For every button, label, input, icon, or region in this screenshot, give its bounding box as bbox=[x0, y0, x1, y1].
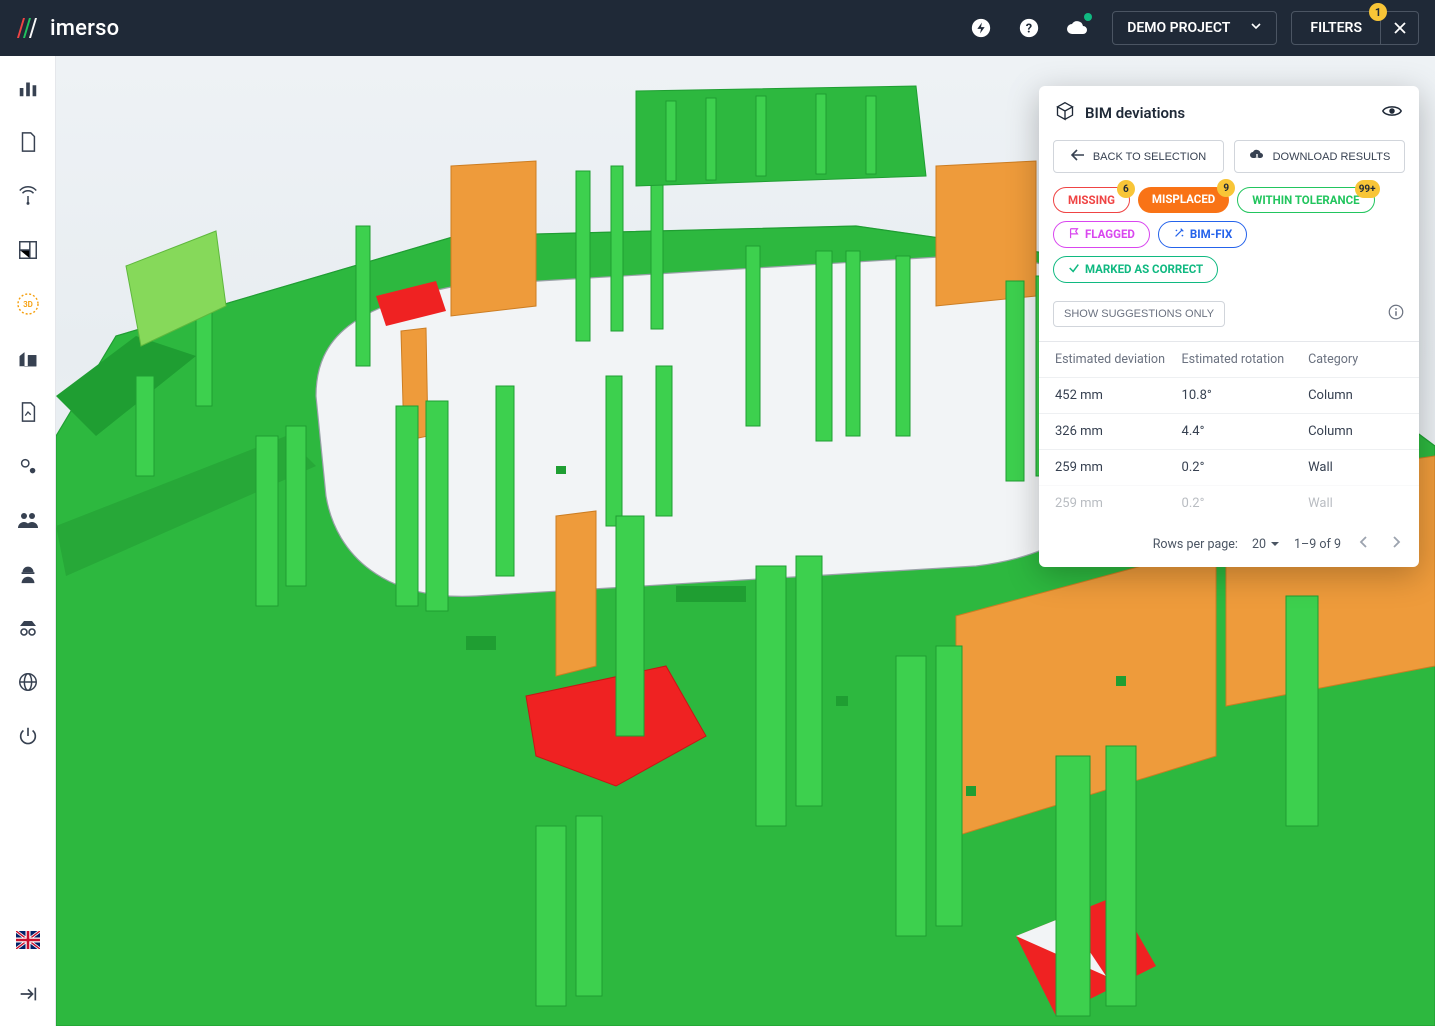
topbar: imerso ? DEMO PROJECT FILTERS 1 bbox=[0, 0, 1435, 56]
sidebar-item-dashboard[interactable] bbox=[12, 72, 44, 104]
sidebar-item-power[interactable] bbox=[12, 720, 44, 752]
table-row[interactable]: 452 mm10.8°Column bbox=[1039, 377, 1419, 413]
filters-group: FILTERS 1 bbox=[1291, 11, 1419, 45]
download-button[interactable]: DOWNLOAD RESULTS bbox=[1234, 140, 1405, 173]
chip-within-tolerance[interactable]: WITHIN TOLERANCE99+ bbox=[1237, 187, 1374, 213]
sidebar-item-3d[interactable]: 3D bbox=[12, 288, 44, 320]
help-icon[interactable]: ? bbox=[1016, 15, 1042, 41]
chip-missing[interactable]: MISSING6 bbox=[1053, 187, 1130, 213]
rows-per-page-label: Rows per page: bbox=[1153, 537, 1238, 552]
chip-row: MISSING6 MISPLACED9 WITHIN TOLERANCE99+ FLA… bbox=[1039, 187, 1419, 293]
bolt-icon[interactable] bbox=[968, 15, 994, 41]
sidebar: 3D bbox=[0, 56, 56, 1026]
sidebar-item-document[interactable] bbox=[12, 126, 44, 158]
chip-bim-fix[interactable]: BIM-FIX bbox=[1158, 221, 1247, 248]
logo: imerso bbox=[16, 15, 119, 41]
flag-icon bbox=[1068, 228, 1080, 242]
deviations-panel: BIM deviations BACK TO SELECTION DOWNLOA… bbox=[1039, 86, 1419, 567]
logo-mark-icon bbox=[16, 15, 42, 41]
check-icon bbox=[1068, 263, 1080, 277]
sidebar-item-report[interactable] bbox=[12, 396, 44, 428]
sidebar-item-collapse[interactable] bbox=[12, 978, 44, 1010]
filters-button[interactable]: FILTERS bbox=[1291, 11, 1381, 45]
sidebar-item-worker[interactable] bbox=[12, 558, 44, 590]
table-header: Estimated deviation Estimated rotation C… bbox=[1039, 342, 1419, 377]
chip-count: 99+ bbox=[1355, 180, 1380, 198]
brand-name: imerso bbox=[50, 16, 119, 41]
sidebar-item-users[interactable] bbox=[12, 504, 44, 536]
chip-flagged[interactable]: FLAGGED bbox=[1053, 221, 1150, 248]
sidebar-item-building[interactable] bbox=[12, 342, 44, 374]
back-button[interactable]: BACK TO SELECTION bbox=[1053, 140, 1224, 173]
svg-text:3D: 3D bbox=[23, 300, 33, 309]
eye-icon[interactable] bbox=[1381, 100, 1403, 126]
chevron-down-icon bbox=[1250, 20, 1262, 36]
filters-close-button[interactable] bbox=[1381, 11, 1419, 45]
deviations-table: Estimated deviation Estimated rotation C… bbox=[1039, 341, 1419, 521]
pager-prev[interactable] bbox=[1355, 531, 1373, 557]
sidebar-item-floorplan[interactable] bbox=[12, 234, 44, 266]
table-row[interactable]: 326 mm4.4°Column bbox=[1039, 413, 1419, 449]
chip-count: 9 bbox=[1217, 179, 1235, 197]
project-select[interactable]: DEMO PROJECT bbox=[1112, 11, 1277, 45]
table-row[interactable]: 259 mm0.2°Wall bbox=[1039, 485, 1419, 521]
cloud-icon[interactable] bbox=[1064, 15, 1090, 41]
rows-per-page-select[interactable]: 20 bbox=[1252, 537, 1280, 552]
table-row[interactable]: 259 mm0.2°Wall bbox=[1039, 449, 1419, 485]
chip-marked-as-correct[interactable]: MARKED AS CORRECT bbox=[1053, 256, 1218, 283]
project-label: DEMO PROJECT bbox=[1127, 20, 1230, 36]
sidebar-item-settings[interactable] bbox=[12, 450, 44, 482]
filter-badge: 1 bbox=[1369, 3, 1387, 21]
info-icon[interactable] bbox=[1387, 303, 1405, 325]
sidebar-item-globe[interactable] bbox=[12, 666, 44, 698]
pager-range: 1–9 of 9 bbox=[1294, 537, 1341, 552]
sidebar-item-language[interactable] bbox=[12, 924, 44, 956]
chip-misplaced[interactable]: MISPLACED9 bbox=[1138, 187, 1229, 213]
pager: Rows per page: 20 1–9 of 9 bbox=[1039, 521, 1419, 567]
show-suggestions-button[interactable]: SHOW SUGGESTIONS ONLY bbox=[1053, 301, 1225, 327]
chip-count: 6 bbox=[1117, 180, 1135, 198]
panel-header: BIM deviations bbox=[1039, 86, 1419, 140]
panel-title: BIM deviations bbox=[1085, 104, 1185, 122]
arrow-left-icon bbox=[1071, 149, 1085, 164]
wand-icon bbox=[1173, 228, 1185, 242]
cube-icon bbox=[1055, 101, 1075, 125]
svg-text:?: ? bbox=[1026, 22, 1032, 37]
topbar-icons: ? bbox=[968, 15, 1090, 41]
pager-next[interactable] bbox=[1387, 531, 1405, 557]
sidebar-item-signal[interactable] bbox=[12, 180, 44, 212]
cloud-download-icon bbox=[1249, 148, 1265, 165]
sidebar-item-incognito[interactable] bbox=[12, 612, 44, 644]
